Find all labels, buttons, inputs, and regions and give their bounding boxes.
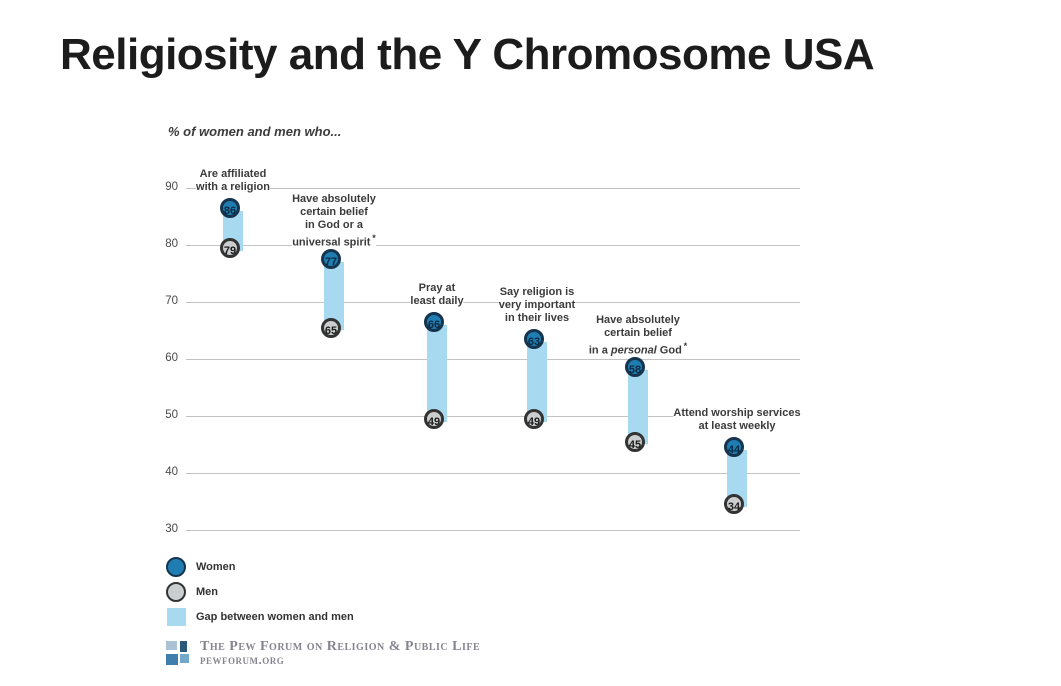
gap-bar (324, 262, 344, 331)
chart-subtitle: % of women and men who... (168, 124, 342, 139)
women-dot: 86 (220, 197, 240, 218)
category-label: Attend worship services at least weekly (673, 407, 801, 434)
women-dot: 58 (625, 357, 645, 378)
legend-item-gap: Gap between women and men (166, 606, 354, 627)
women-dot: 77 (321, 249, 341, 270)
footer: The Pew Forum on Religion & Public Life … (166, 640, 480, 667)
y-axis-tick-label: 50 (165, 409, 178, 421)
gridline (186, 302, 800, 303)
legend-label-gap: Gap between women and men (196, 610, 354, 623)
y-axis-tick-label: 40 (165, 466, 178, 478)
gap-swatch-icon (167, 607, 186, 626)
gridline (186, 359, 800, 360)
gridline (186, 245, 800, 246)
y-axis-tick-label: 60 (165, 352, 178, 364)
legend-label-women: Women (196, 560, 236, 573)
gap-bar (427, 324, 447, 422)
category-label: Have absolutely certain belief in a person… (588, 314, 688, 359)
footer-org-name: The Pew Forum on Religion & Public Life (200, 639, 481, 654)
men-dot: 45 (625, 431, 645, 452)
men-dot: 49 (424, 408, 444, 429)
women-dot: 66 (424, 311, 444, 332)
slide-title: Religiosity and the Y Chromosome USA (60, 30, 875, 79)
gap-bar (628, 370, 648, 445)
pew-forum-logo-icon (166, 641, 192, 665)
legend-item-women: Women (166, 556, 354, 577)
legend-label-men: Men (196, 585, 218, 598)
y-axis-tick-label: 30 (165, 523, 178, 535)
men-dot: 34 (724, 494, 744, 515)
women-dot: 63 (524, 328, 544, 349)
category-label: Are affiliated with a religion (196, 167, 270, 194)
gap-bar (527, 341, 547, 422)
men-dot: 79 (220, 237, 240, 258)
gridline (186, 530, 800, 531)
legend-item-men: Men (166, 581, 354, 602)
gridline (186, 416, 800, 417)
gridline (186, 473, 800, 474)
footer-url: pewforum.org (200, 652, 285, 667)
women-swatch-icon (166, 556, 186, 577)
y-axis-tick-label: 90 (165, 181, 178, 193)
women-dot: 44 (724, 437, 744, 458)
category-label: Have absolutely certain belief in God or a… (292, 193, 376, 250)
y-axis-tick-label: 80 (165, 238, 178, 250)
gap-bar (727, 450, 747, 508)
legend: Women Men Gap between women and men (166, 556, 354, 631)
footer-text: The Pew Forum on Religion & Public Life … (200, 640, 480, 667)
y-axis-tick-label: 70 (165, 295, 178, 307)
category-label: Pray at least daily (410, 281, 464, 308)
gridline (186, 188, 800, 189)
category-label: Say religion is very important in their li… (498, 285, 576, 325)
men-dot: 65 (321, 317, 341, 338)
men-swatch-icon (166, 581, 186, 602)
men-dot: 49 (524, 408, 544, 429)
